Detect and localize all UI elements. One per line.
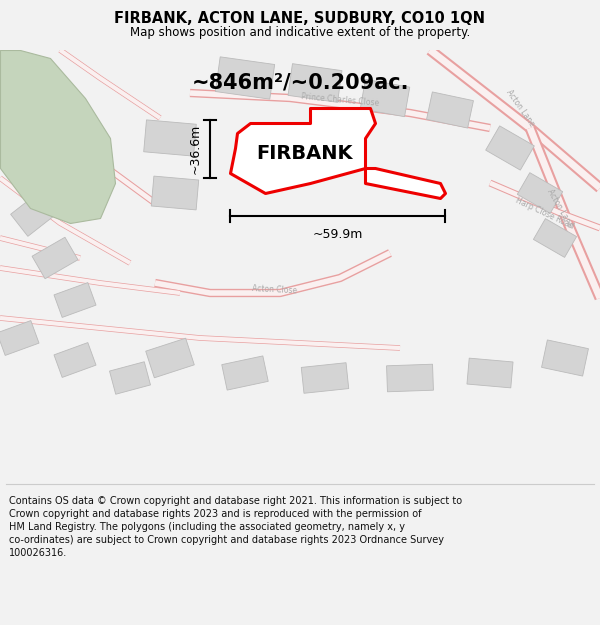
Bar — [222, 356, 268, 390]
Text: Harp Close Road: Harp Close Road — [514, 196, 575, 231]
Bar — [110, 362, 151, 394]
Bar — [386, 364, 433, 392]
Bar — [360, 79, 410, 117]
Bar — [288, 64, 342, 102]
Bar — [11, 189, 59, 236]
Text: Acton Close: Acton Close — [252, 284, 298, 296]
Bar — [146, 338, 194, 377]
Bar — [144, 120, 196, 156]
Bar — [301, 362, 349, 393]
Bar — [54, 282, 96, 318]
Bar — [54, 342, 96, 377]
Text: Contains OS data © Crown copyright and database right 2021. This information is : Contains OS data © Crown copyright and d… — [9, 496, 462, 559]
Text: ~846m²/~0.209ac.: ~846m²/~0.209ac. — [191, 73, 409, 93]
Text: Prince Charles Close: Prince Charles Close — [301, 92, 379, 108]
Bar — [517, 173, 563, 213]
Bar — [215, 57, 275, 99]
Bar — [427, 92, 473, 128]
Text: FIRBANK, ACTON LANE, SUDBURY, CO10 1QN: FIRBANK, ACTON LANE, SUDBURY, CO10 1QN — [115, 11, 485, 26]
Bar — [485, 126, 535, 170]
Text: Acton Lane: Acton Lane — [545, 188, 575, 229]
Bar — [533, 219, 577, 258]
Text: Acton Lane: Acton Lane — [504, 88, 536, 128]
Bar — [542, 340, 589, 376]
Bar — [467, 358, 513, 388]
Bar — [151, 176, 199, 210]
Text: Map shows position and indicative extent of the property.: Map shows position and indicative extent… — [130, 26, 470, 39]
Text: ~59.9m: ~59.9m — [313, 228, 362, 241]
Bar — [32, 238, 78, 279]
Text: ~36.6m: ~36.6m — [189, 124, 202, 174]
Text: FIRBANK: FIRBANK — [257, 144, 353, 162]
Bar — [0, 321, 39, 356]
